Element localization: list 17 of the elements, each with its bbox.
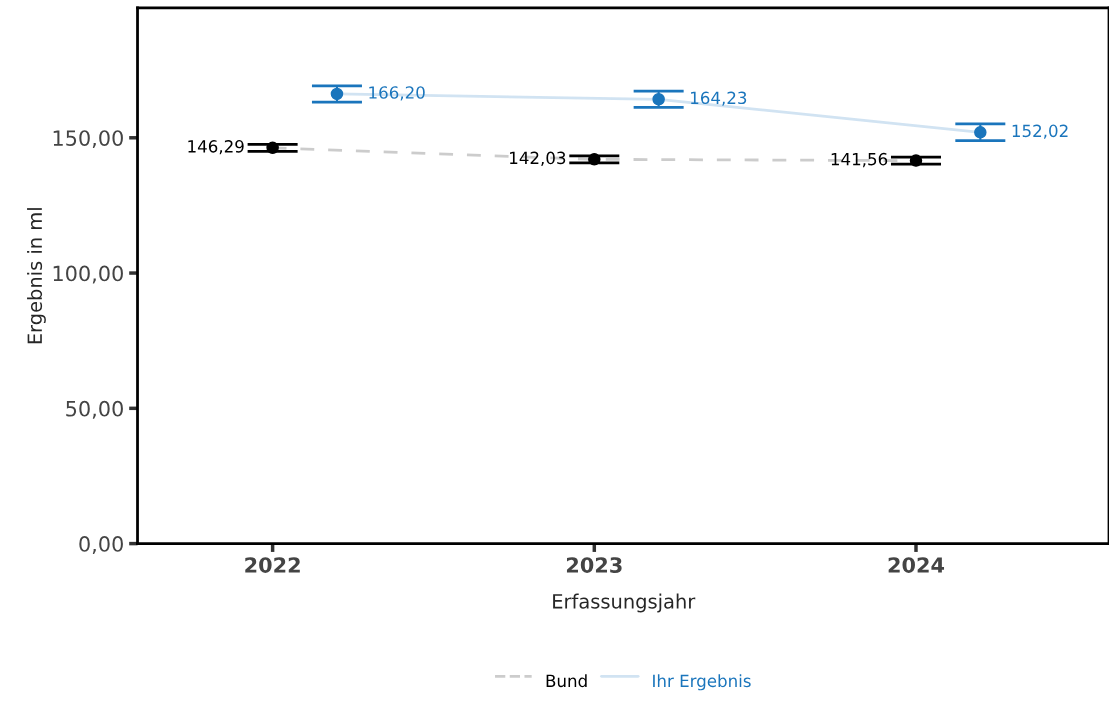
x-tick-label: 2023: [566, 557, 622, 573]
x-tick-label: 2024: [888, 557, 945, 573]
data-label: 152,02: [1012, 124, 1068, 139]
data-label: 164,23: [691, 91, 747, 106]
y-tick-label: 50,00: [66, 400, 123, 419]
y-tick-label: 100,00: [53, 265, 123, 284]
y-tick-label: 0,00: [79, 536, 123, 554]
legend-label: Ihr Ergebnis: [653, 674, 751, 691]
data-label: 141,56: [831, 152, 888, 168]
legend-label: Bund: [546, 674, 587, 688]
data-label: 146,29: [188, 140, 244, 155]
y-axis-title: Ergebnis in ml: [27, 208, 46, 344]
y-tick-label: 150,00: [53, 130, 123, 149]
x-tick-label: 2022: [245, 557, 300, 573]
x-axis-title: Erfassungsjahr: [553, 593, 696, 613]
data-label: 142,03: [510, 151, 566, 166]
data-label: 166,20: [369, 86, 425, 101]
